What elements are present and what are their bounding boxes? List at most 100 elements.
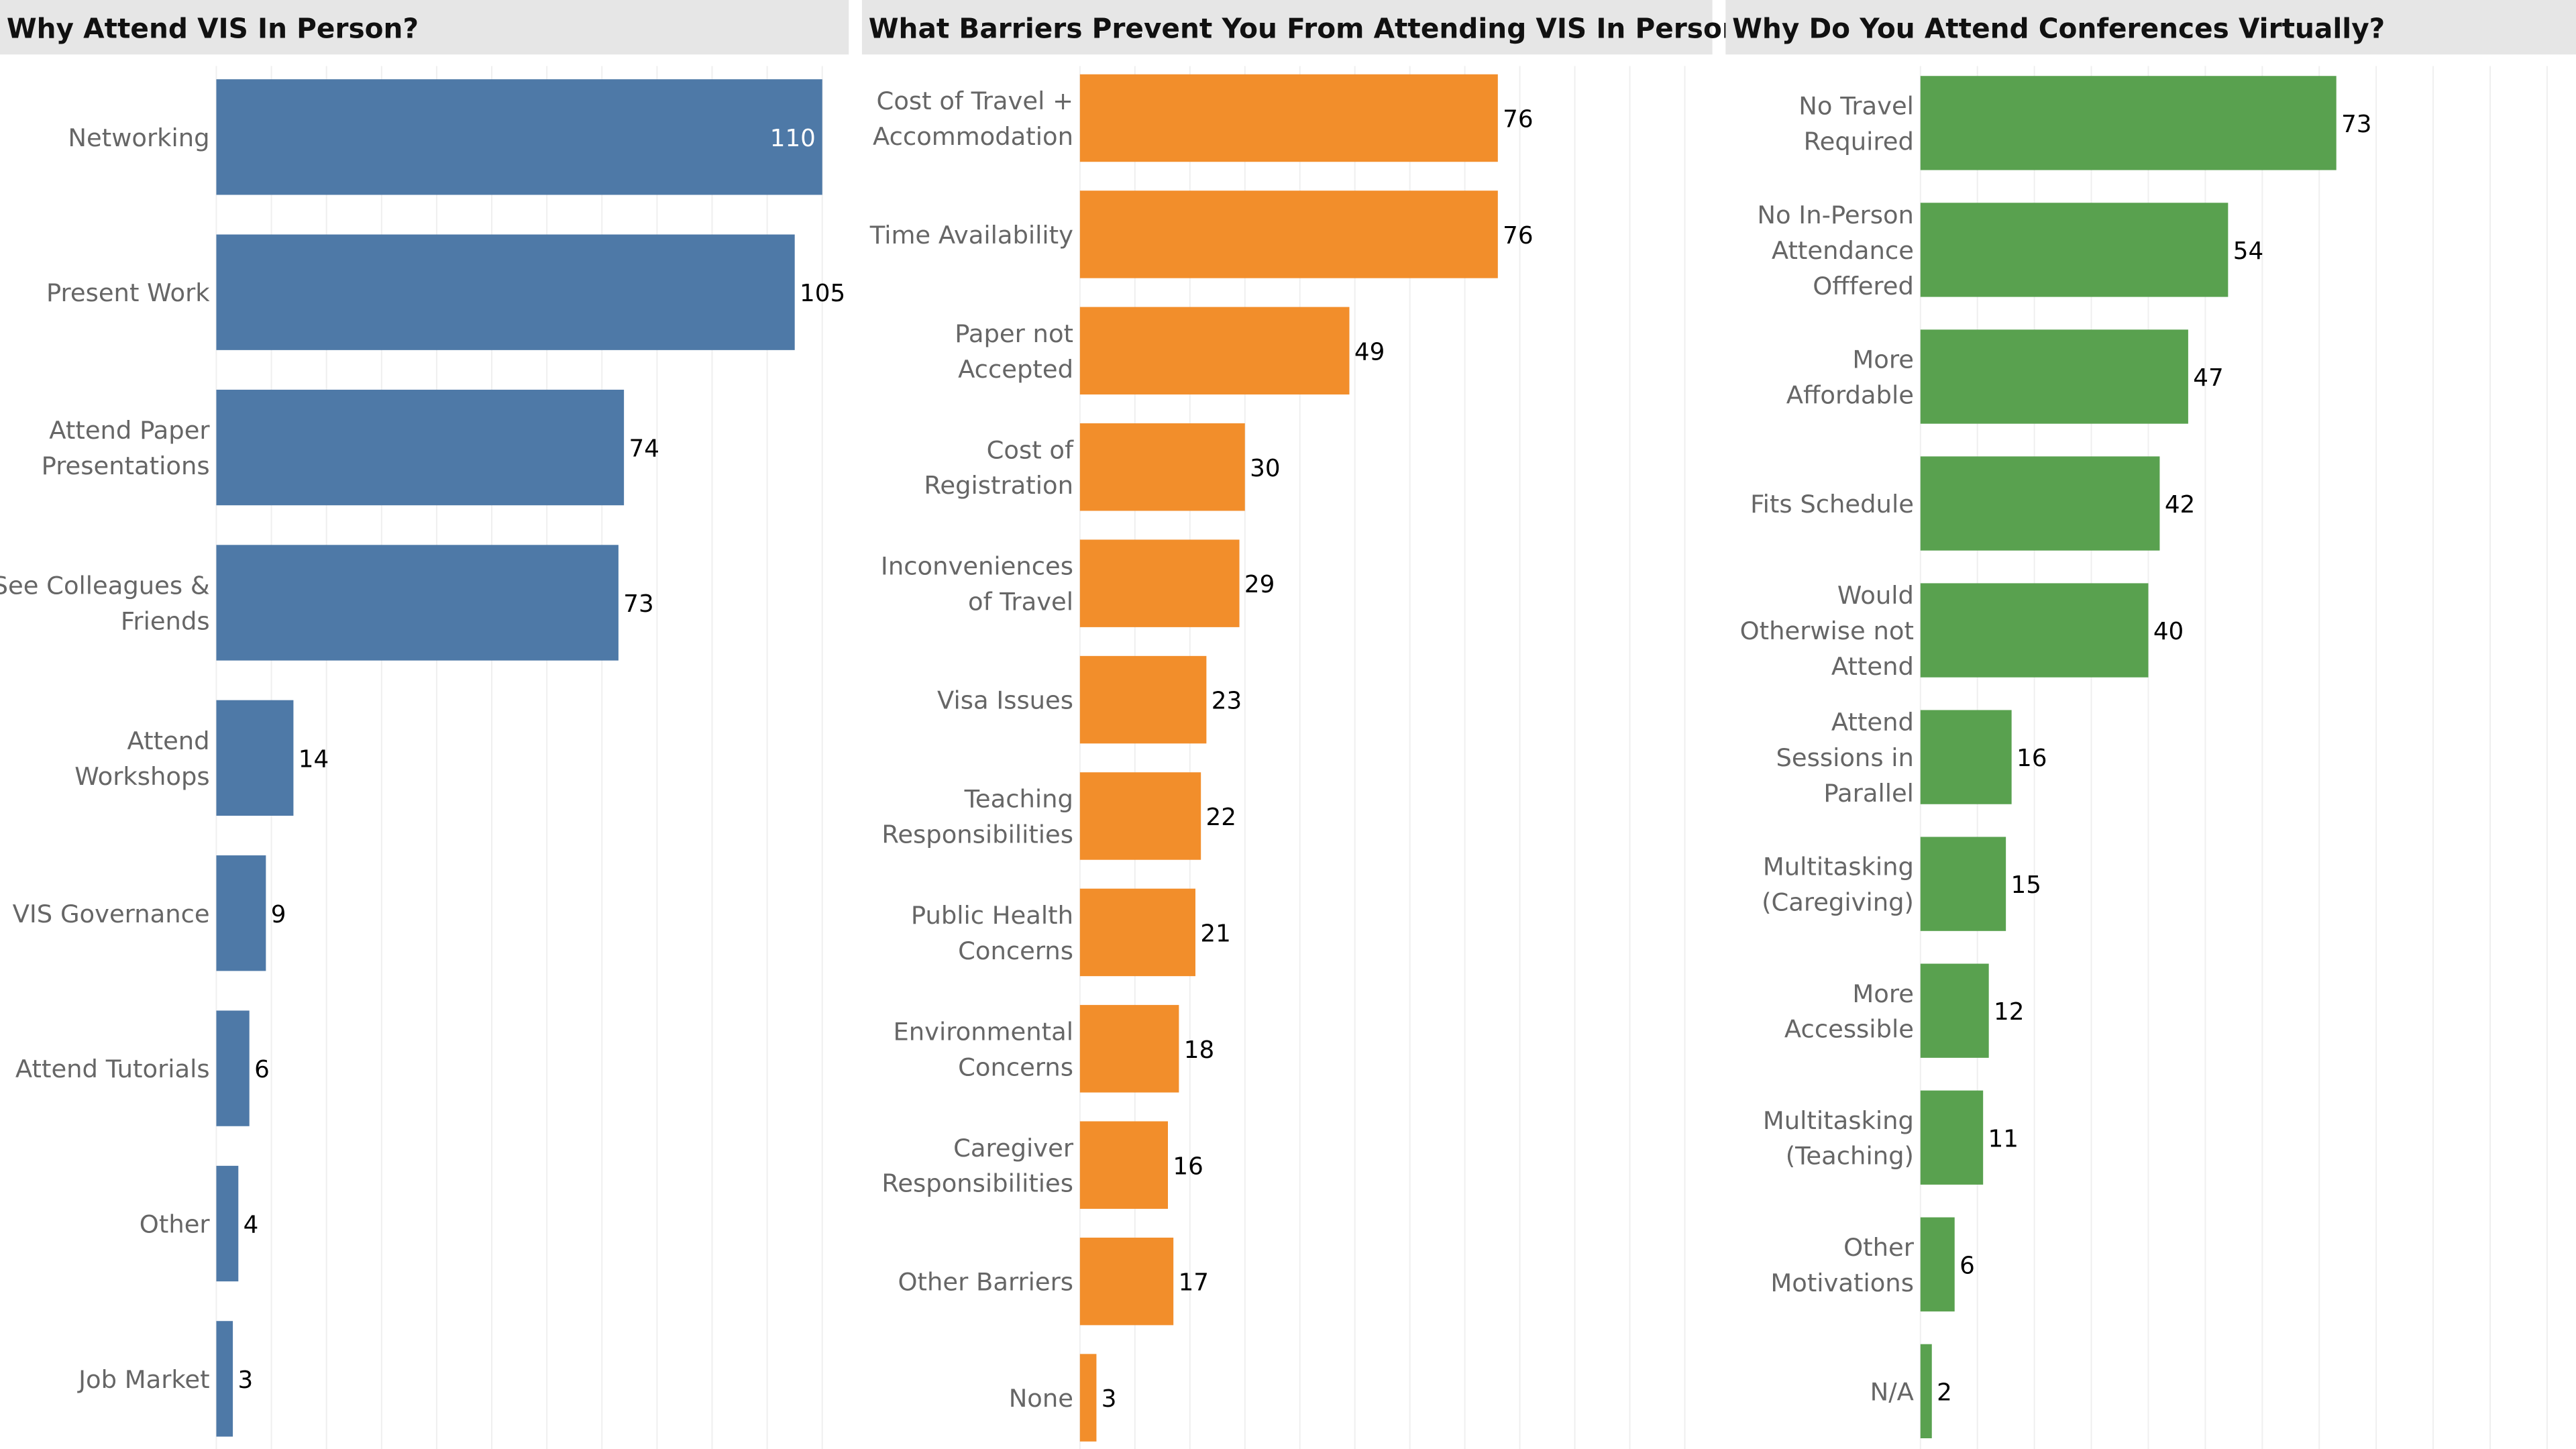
- category-label-line: Paper not: [955, 319, 1073, 348]
- category-label: See Colleagues & Friends: [0, 572, 210, 636]
- category-label: Attend Tutorials: [15, 1055, 210, 1083]
- bar[interactable]: [216, 855, 266, 971]
- category-label: Attend Sessions in Parallel: [1776, 708, 1914, 808]
- category-label: Paper not Accepted: [955, 319, 1073, 384]
- data-label: 22: [1206, 804, 1236, 831]
- category-label: Teaching Responsibilities: [881, 785, 1073, 849]
- data-label: 29: [1244, 571, 1275, 598]
- bar[interactable]: [1079, 1121, 1168, 1209]
- bar[interactable]: [1920, 1217, 1955, 1311]
- panel-2: What Barriers Prevent You From Attending…: [861, 0, 1758, 1449]
- data-label: 76: [1503, 106, 1533, 133]
- category-label-line: Workshops: [74, 762, 209, 791]
- category-label-line: Networking: [68, 123, 209, 152]
- data-label: 3: [1102, 1385, 1117, 1413]
- data-label: 47: [2193, 364, 2223, 392]
- category-label: Would Otherwise not Attend: [1740, 581, 1914, 681]
- category-label: No Travel Required: [1799, 91, 1914, 156]
- bar[interactable]: [216, 1010, 250, 1126]
- bar[interactable]: [1079, 1354, 1097, 1442]
- category-label-line: Parallel: [1823, 779, 1913, 808]
- bar[interactable]: [1920, 329, 2188, 424]
- category-label-line: Caregiver: [953, 1134, 1074, 1163]
- panel-header: [0, 0, 849, 55]
- data-label: 49: [1354, 338, 1385, 366]
- category-label-line: Responsibilities: [881, 820, 1073, 849]
- category-label: Other Barriers: [898, 1268, 1073, 1297]
- bar[interactable]: [1079, 655, 1207, 744]
- bar[interactable]: [216, 234, 795, 350]
- category-label-line: Visa Issues: [937, 686, 1073, 715]
- category-label-line: Would: [1837, 581, 1914, 610]
- category-label: Environmental Concerns: [893, 1017, 1073, 1081]
- category-label-line: Cost of Travel +: [877, 87, 1073, 115]
- category-label-line: Presentations: [42, 451, 210, 480]
- category-label-line: Accessible: [1784, 1015, 1914, 1044]
- category-label-line: Required: [1804, 127, 1914, 156]
- category-label-line: Concerns: [958, 936, 1073, 965]
- category-label-line: Sessions in: [1776, 743, 1914, 772]
- data-label: 11: [1988, 1125, 2019, 1152]
- bar[interactable]: [216, 79, 822, 195]
- bar[interactable]: [1079, 888, 1195, 977]
- category-label-line: Attend Tutorials: [15, 1055, 210, 1083]
- bar[interactable]: [1920, 710, 2012, 804]
- category-label-line: Attend: [127, 727, 210, 755]
- bar[interactable]: [1920, 837, 2006, 931]
- bar[interactable]: [1920, 456, 2160, 551]
- data-label: 12: [1994, 998, 2024, 1026]
- bar[interactable]: [1920, 1344, 1932, 1438]
- data-label: 23: [1212, 688, 1242, 715]
- bar[interactable]: [1920, 203, 2229, 297]
- data-label: 73: [2341, 111, 2371, 138]
- category-label: Attend Workshops: [74, 727, 209, 791]
- category-label-line: More: [1852, 979, 1914, 1008]
- bar[interactable]: [1079, 74, 1498, 162]
- category-label-line: Concerns: [958, 1053, 1073, 1081]
- data-label: 6: [1960, 1252, 1975, 1279]
- category-label: N/A: [1870, 1377, 1914, 1406]
- bar[interactable]: [216, 389, 625, 506]
- category-label-line: Other: [1843, 1233, 1915, 1262]
- category-label: More Affordable: [1786, 345, 1914, 410]
- category-label-line: Attendance: [1772, 236, 1914, 265]
- bar[interactable]: [1079, 1237, 1174, 1326]
- bar[interactable]: [216, 1165, 239, 1282]
- data-label: 9: [271, 901, 286, 928]
- bar[interactable]: [216, 545, 619, 661]
- bar[interactable]: [1920, 583, 2149, 678]
- category-label-line: Multitasking: [1763, 853, 1914, 881]
- bar[interactable]: [1079, 1005, 1179, 1093]
- category-label-line: Teaching: [964, 785, 1073, 814]
- chart-title: What Barriers Prevent You From Attending…: [869, 13, 1758, 45]
- category-label: Other: [140, 1210, 211, 1239]
- category-label-line: of Travel: [968, 588, 1073, 616]
- category-label: Visa Issues: [937, 686, 1073, 715]
- category-label-line: Attend Paper: [49, 416, 210, 445]
- category-label-line: None: [1009, 1384, 1073, 1413]
- category-label-line: Offfered: [1813, 272, 1914, 301]
- data-label: 73: [623, 590, 653, 618]
- bar[interactable]: [1079, 423, 1245, 511]
- data-label: 16: [2017, 745, 2047, 772]
- data-label: 74: [629, 435, 659, 463]
- category-label-line: Job Market: [77, 1365, 209, 1394]
- data-label: 30: [1250, 455, 1280, 482]
- category-label-line: VIS Governance: [13, 900, 210, 928]
- bar[interactable]: [1920, 1090, 1984, 1185]
- bar[interactable]: [1079, 539, 1240, 627]
- bar[interactable]: [1079, 191, 1498, 278]
- bar[interactable]: [1920, 76, 2337, 170]
- bar[interactable]: [1920, 963, 1989, 1058]
- bar[interactable]: [216, 1321, 233, 1437]
- data-label: 76: [1503, 222, 1533, 250]
- category-label-line: Attend: [1831, 708, 1914, 737]
- category-label: More Accessible: [1784, 979, 1914, 1044]
- data-label: 42: [2165, 491, 2195, 519]
- category-label: Public Health Concerns: [911, 901, 1073, 965]
- category-label-line: Inconveniences: [881, 552, 1073, 581]
- bar[interactable]: [1079, 772, 1201, 860]
- category-label-line: Public Health: [911, 901, 1073, 930]
- bar[interactable]: [216, 700, 294, 816]
- bar[interactable]: [1079, 307, 1350, 395]
